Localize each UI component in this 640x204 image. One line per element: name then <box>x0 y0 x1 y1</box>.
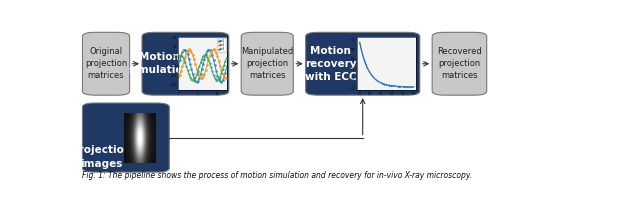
FancyBboxPatch shape <box>142 32 229 95</box>
Text: Motion
recovery
with ECC: Motion recovery with ECC <box>305 45 356 82</box>
Text: Projection
images: Projection images <box>72 145 132 169</box>
FancyBboxPatch shape <box>306 32 420 95</box>
FancyBboxPatch shape <box>83 32 129 95</box>
Text: Manipulated
projection
matrices: Manipulated projection matrices <box>241 48 293 80</box>
Text: Motion
simulation: Motion simulation <box>129 52 190 75</box>
Text: Recovered
projection
matrices: Recovered projection matrices <box>437 48 482 80</box>
FancyBboxPatch shape <box>432 32 486 95</box>
FancyBboxPatch shape <box>83 103 169 172</box>
Text: Original
projection
matrices: Original projection matrices <box>85 48 127 80</box>
FancyBboxPatch shape <box>241 32 293 95</box>
Text: Fig. 1: The pipeline shows the process of motion simulation and recovery for in-: Fig. 1: The pipeline shows the process o… <box>83 171 472 180</box>
